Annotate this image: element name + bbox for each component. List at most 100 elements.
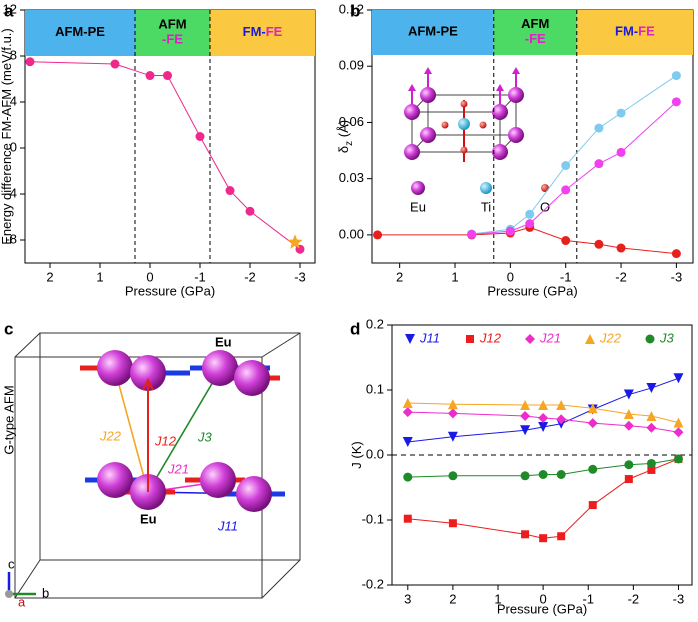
coupling-label: J3 <box>197 429 213 444</box>
data-point <box>587 418 598 429</box>
data-point <box>616 147 626 157</box>
axis-label: b <box>42 585 49 600</box>
legend-label: J11 <box>419 330 440 345</box>
y-tick-label: 12 <box>3 1 17 16</box>
data-point <box>402 407 413 418</box>
diagram-title: G-type AFM <box>1 385 16 454</box>
data-point <box>467 229 477 239</box>
data-point <box>623 420 634 431</box>
y-axis-label: Energy difference FM-AFM (meV/f.u.) <box>0 28 14 245</box>
data-point <box>616 243 626 253</box>
series-line <box>29 61 301 250</box>
phase-label: -FE <box>162 32 183 47</box>
data-point <box>163 71 172 81</box>
panel-label: d <box>350 319 360 338</box>
data-point <box>594 123 604 133</box>
phase-label-part: -FE <box>525 31 546 46</box>
phase-label-part: FM- <box>243 24 266 39</box>
data-point <box>521 530 530 539</box>
data-point <box>673 427 684 438</box>
x-tick-label: -3 <box>294 269 306 284</box>
x-tick-label: 1 <box>96 269 103 284</box>
x-tick-label: -1 <box>560 269 572 284</box>
data-point <box>646 458 656 468</box>
x-axis-label: Pressure (GPa) <box>125 283 215 298</box>
atom-label: Eu <box>215 334 232 349</box>
atom-label: Eu <box>140 511 157 526</box>
phase-label: AFM <box>521 16 549 31</box>
data-point <box>448 519 457 528</box>
y-tick-label: 8 <box>10 47 17 62</box>
data-point <box>245 206 255 216</box>
data-point <box>616 108 626 118</box>
data-point <box>624 460 634 470</box>
x-tick-label: -1 <box>582 591 594 606</box>
data-point <box>520 399 531 410</box>
data-point <box>588 464 598 474</box>
data-point <box>520 411 531 421</box>
x-tick-label: -2 <box>628 591 640 606</box>
y-tick-label: 0.00 <box>339 226 364 241</box>
data-point <box>624 475 633 484</box>
phase-label: AFM-PE <box>55 24 105 39</box>
x-tick-label: -1 <box>194 269 206 284</box>
y-axis-label-part: (Å) <box>336 120 351 141</box>
x-tick-label: 2 <box>46 269 53 284</box>
arrow <box>142 377 154 492</box>
y-tick-label: 0.12 <box>339 1 364 16</box>
y-axis-label-part: δ <box>336 146 351 153</box>
data-point <box>525 334 535 344</box>
legend-label: J12 <box>479 330 502 345</box>
y-tick-label: -8 <box>5 231 17 246</box>
y-tick-label: 0.0 <box>366 446 384 461</box>
data-point <box>538 412 549 423</box>
coupling-label: J12 <box>154 433 177 448</box>
phase-label-part: FM- <box>615 24 638 39</box>
phase-band <box>493 10 577 55</box>
atoms <box>97 350 272 512</box>
phase-label-part: FE <box>638 24 655 39</box>
coupling-label: J22 <box>99 428 122 443</box>
data-point <box>225 186 235 196</box>
panel-label: b <box>350 1 360 20</box>
y-axis-label-part: Energy difference FM-AFM (meV/f.u.) <box>0 28 14 245</box>
phase-band <box>372 10 494 55</box>
phase-label-part: AFM-PE <box>55 24 105 39</box>
data-point <box>561 161 571 171</box>
y-tick-label: 4 <box>10 93 17 108</box>
data-point <box>556 470 566 479</box>
y-axis-label: J (K) <box>349 441 364 468</box>
data-point <box>145 71 155 81</box>
phase-label: FM-FE <box>615 24 655 39</box>
data-point <box>448 471 458 481</box>
phase-band <box>210 10 315 56</box>
phase-label-part: AFM <box>158 17 186 32</box>
data-point <box>556 414 567 425</box>
data-point <box>594 159 604 169</box>
data-point <box>588 501 597 510</box>
data-point <box>623 389 634 400</box>
data-point <box>673 417 684 428</box>
phase-label-part: AFM-PE <box>408 24 458 39</box>
y-tick-label: 0.1 <box>366 381 384 396</box>
inset-legend: Eu <box>410 199 426 214</box>
phase-label-part: AFM <box>521 16 549 31</box>
data-point <box>505 226 515 236</box>
data-point <box>520 471 530 481</box>
x-tick-label: 0 <box>507 269 514 284</box>
data-point <box>538 470 548 479</box>
data-point <box>646 411 657 421</box>
x-axis-label: Pressure (GPa) <box>497 601 587 616</box>
coupling-label: J21 <box>167 461 189 476</box>
data-point <box>538 399 549 410</box>
phase-band <box>135 10 210 56</box>
data-point <box>405 334 415 344</box>
coupling-label: J11 <box>217 518 238 533</box>
y-tick-label: -0.1 <box>362 511 384 526</box>
data-point <box>25 57 35 67</box>
data-point <box>403 472 413 482</box>
phase-label: -FE <box>525 31 546 46</box>
panel-label: c <box>4 319 13 338</box>
x-tick-label: -2 <box>615 269 627 284</box>
